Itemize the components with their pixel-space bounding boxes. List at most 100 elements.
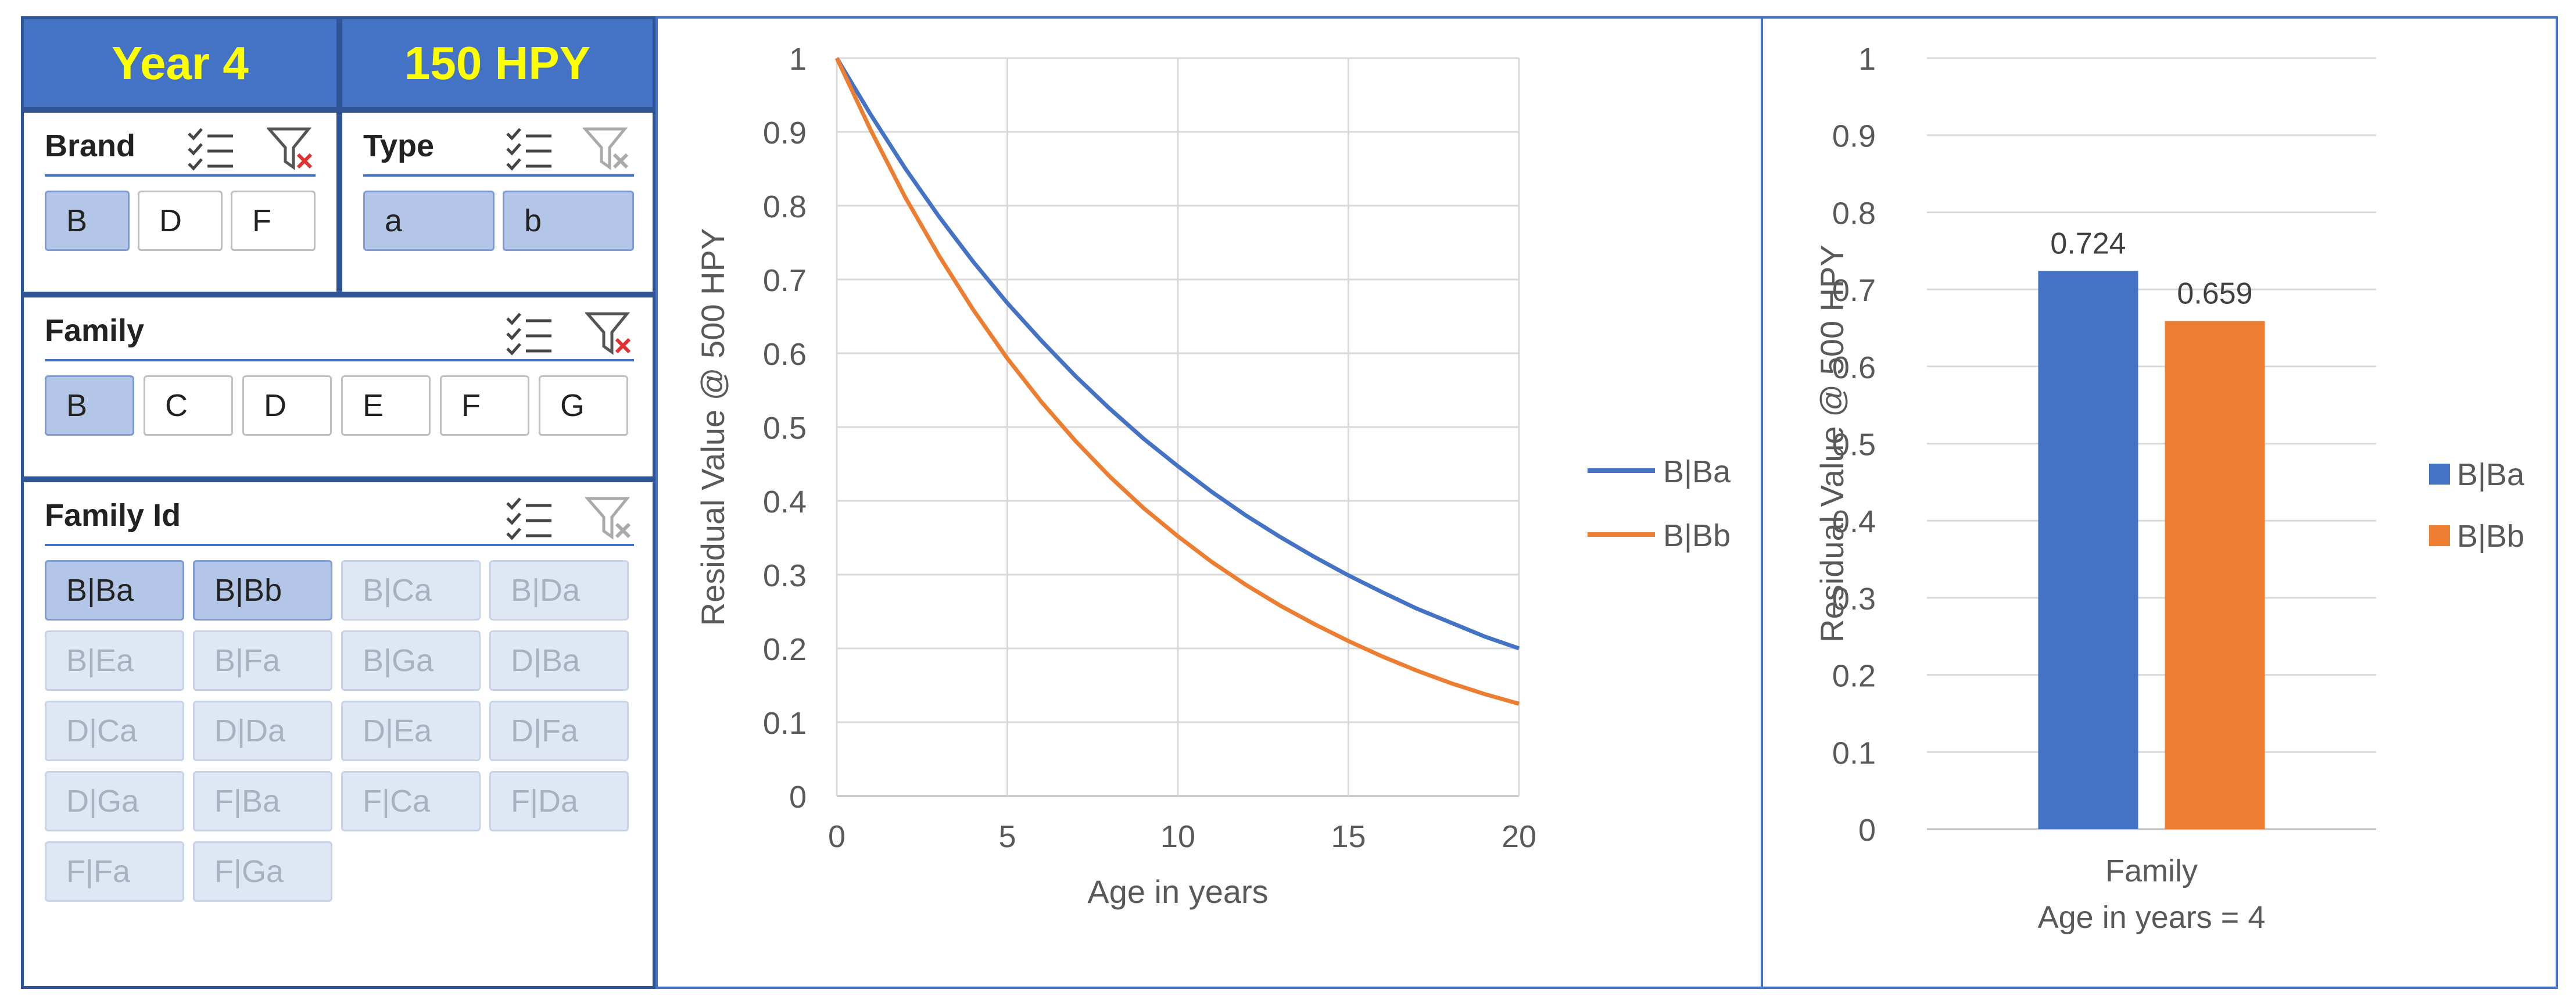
legend-label: B|Bb [2457,519,2524,554]
clear-filter-icon[interactable] [585,310,635,357]
bar-b-bb [2165,321,2265,829]
family-id-item[interactable]: B|Ea [45,630,184,691]
y-tick-label: 0.7 [763,263,807,298]
multi-select-icon[interactable] [505,495,555,542]
family-id-item[interactable]: D|Da [193,701,332,761]
clear-filter-icon[interactable] [267,126,317,172]
multi-select-icon[interactable] [505,310,555,357]
y-tick-label: 0.8 [763,189,807,224]
brand-slicer-title: Brand [45,128,136,163]
type-item-a[interactable]: a [363,191,495,251]
year-header: Year 4 [21,16,339,110]
brand-item-d[interactable]: D [138,191,223,251]
y-tick-label: 0 [789,780,807,815]
family-slicer: Family B C D E F G [21,295,655,479]
type-slicer: Type a b [339,110,655,295]
data-label: 0.724 [2050,227,2126,260]
family-id-item[interactable]: B|Ca [341,560,481,621]
family-id-item[interactable]: F|Ba [193,771,332,831]
family-id-slicer-title: Family Id [45,498,181,533]
family-item-d[interactable]: D [242,375,332,436]
family-id-item[interactable]: B|Bb [193,560,332,621]
family-item-b[interactable]: B [45,375,134,436]
family-id-slicer-rule [45,544,634,546]
hpy-header: 150 HPY [339,16,655,110]
brand-slicer-rule [45,174,316,177]
clear-filter-icon-disabled [585,497,631,540]
residual-line-chart: 00.10.20.30.40.50.60.70.80.910 5 10 15 20Age… [694,42,1731,910]
series-line-b-bb [834,57,1520,706]
family-id-item[interactable]: B|Da [489,560,629,621]
y-tick-label: 0.4 [763,485,807,519]
y-axis-title: Residual Value @ 500 HPY [1814,245,1850,643]
family-id-item[interactable]: D|Fa [489,701,629,761]
y-tick-label: 0.6 [1832,350,1876,385]
family-id-item[interactable]: D|Ca [45,701,184,761]
family-item-g[interactable]: G [539,375,628,436]
brand-item-b[interactable]: B [45,191,130,251]
brand-slicer: Brand B D F [21,110,339,295]
y-tick-label: 1 [789,42,807,77]
brand-item-f[interactable]: F [231,191,316,251]
y-tick-label: 0.3 [1832,582,1876,616]
family-id-item[interactable]: B|Fa [193,630,332,691]
y-tick-label: 0.1 [763,706,807,741]
family-id-item[interactable]: D|Ga [45,771,184,831]
y-tick-label: 0.2 [1832,659,1876,694]
x-tick-label: 15 [1331,819,1366,854]
type-slicer-title: Type [363,128,435,163]
y-tick-label: 0.6 [763,337,807,372]
y-axis-title: Residual Value @ 500 HPY [694,228,731,626]
year-label: Year 4 [112,37,249,89]
family-slicer-rule [45,359,634,361]
family-item-e[interactable]: E [341,375,431,436]
x-axis-title: Age in years [1087,873,1268,910]
bar-b-ba [2038,271,2138,829]
y-tick-label: 0.3 [763,558,807,593]
multi-select-icon[interactable] [187,126,237,172]
family-id-item[interactable]: F|Ca [341,771,481,831]
y-tick-label: 1 [1858,42,1876,77]
x-tick-label: 5 [998,819,1016,854]
legend-label: B|Ba [2457,457,2525,492]
y-tick-label: 0 [1858,813,1876,848]
bar-chart-panel: 0 0.1 0.2 0.3 0.4 0.5 0.6 0.7 0.8 0.9 1 Residual Va… [1761,16,2558,989]
residual-bar-chart: 0 0.1 0.2 0.3 0.4 0.5 0.6 0.7 0.8 0.9 1 Residual Va… [1814,42,2525,935]
hpy-label: 150 HPY [404,37,591,89]
multi-select-icon[interactable] [505,126,555,172]
x-tick-label: 10 [1160,819,1195,854]
family-item-c[interactable]: C [144,375,233,436]
legend-label: B|Bb [1663,518,1731,553]
series-line-b-ba [834,57,1520,651]
family-id-item[interactable]: F|Ga [193,841,332,902]
x-tick-label: 20 [1502,819,1536,854]
family-id-item[interactable]: F|Da [489,771,629,831]
family-id-item[interactable]: F|Fa [45,841,184,902]
x-axis-title: Age in years = 4 [2038,900,2266,935]
legend-swatch [2429,464,2450,485]
y-tick-label: 0.4 [1832,504,1876,539]
family-item-f[interactable]: F [440,375,529,436]
y-tick-label: 0.8 [1832,196,1876,231]
family-id-item[interactable]: D|Ba [489,630,629,691]
type-slicer-rule [363,174,634,177]
family-id-item[interactable]: B|Ba [45,560,184,621]
data-label: 0.659 [2177,277,2252,311]
y-tick-label: 0.5 [763,411,807,446]
y-tick-label: 0.9 [763,116,807,150]
line-chart-panel: 0 0.1 0.2 0.3 0.4 0.5 0.6 0.7 0.8 0.9 1 0 5 10 15 20 Age… [655,16,1763,989]
y-tick-label: 0.2 [763,632,807,667]
y-tick-label: 0.9 [1832,119,1876,154]
family-id-slicer: Family Id B|Ba B|Bb B|Ca B|Da B|Ea B|Fa B|Ga D|… [21,479,655,989]
y-tick-label: 0.1 [1832,736,1876,770]
type-item-b[interactable]: b [503,191,634,251]
y-tick-label: 0.7 [1832,273,1876,308]
family-slicer-title: Family [45,313,145,348]
legend-label: B|Ba [1663,454,1731,489]
clear-filter-icon-disabled [583,127,629,170]
x-category-label: Family [2105,854,2198,888]
y-tick-label: 0.5 [1832,428,1876,462]
family-id-item[interactable]: D|Ea [341,701,481,761]
x-tick-label: 0 [828,819,845,854]
family-id-item[interactable]: B|Ga [341,630,481,691]
